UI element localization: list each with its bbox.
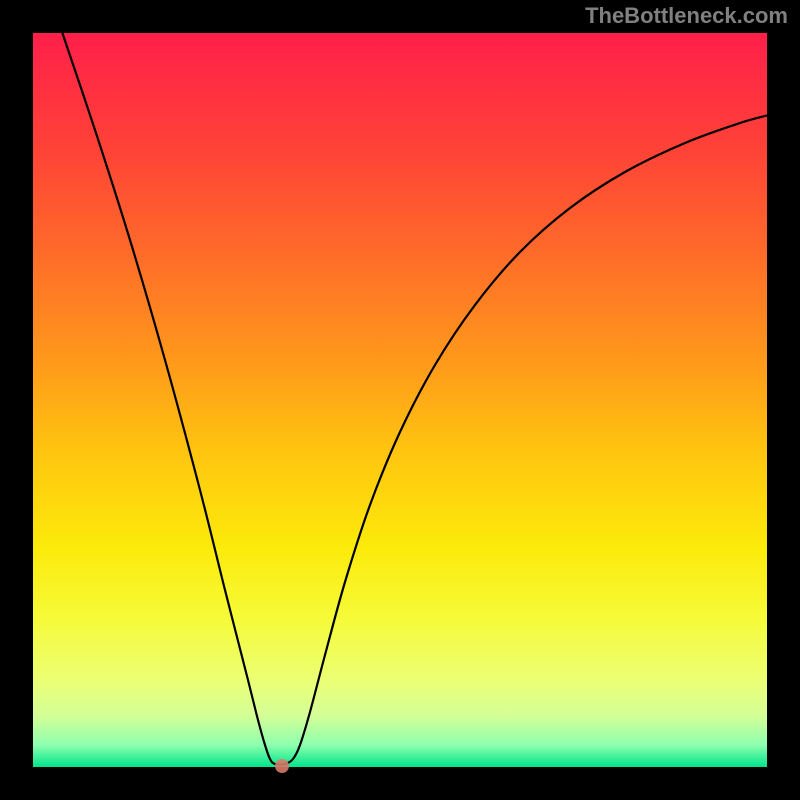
watermark-text: TheBottleneck.com — [585, 3, 788, 29]
plot-background — [33, 33, 767, 767]
curve-minimum-marker — [275, 759, 289, 773]
